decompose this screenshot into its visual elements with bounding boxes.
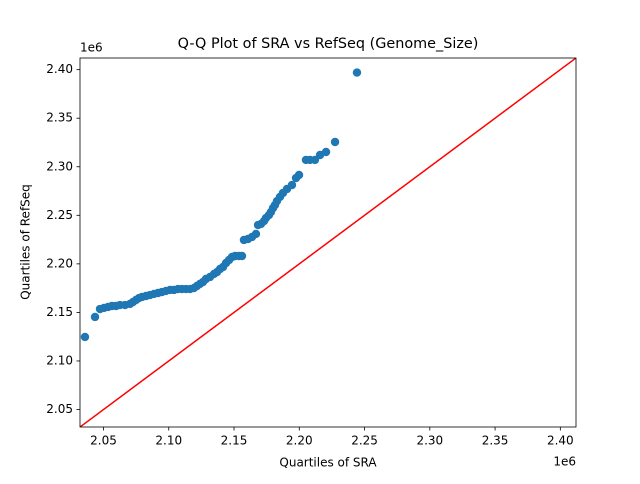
point — [294, 170, 304, 180]
x-tick-label: 2.20 — [286, 434, 313, 448]
point — [80, 332, 90, 342]
y-axis-label: Quartiles of RefSeq — [19, 184, 33, 300]
y-tick-label: 2.25 — [46, 208, 73, 222]
x-tick-label: 2.10 — [155, 434, 182, 448]
point — [321, 147, 331, 157]
point — [237, 251, 247, 261]
plot-frame — [79, 57, 577, 428]
reference-line — [80, 58, 576, 427]
x-offset-label: 1e6 — [553, 455, 576, 469]
x-tick-label: 2.30 — [416, 434, 443, 448]
x-tick-label: 2.35 — [482, 434, 509, 448]
y-tick-label: 2.05 — [46, 402, 73, 416]
x-axis-label: Quartiles of SRA — [279, 456, 377, 470]
point — [330, 137, 340, 147]
y-tick-label: 2.40 — [46, 62, 73, 76]
y-tick-label: 2.35 — [46, 111, 73, 125]
point — [251, 229, 261, 239]
y-tick-label: 2.20 — [46, 256, 73, 270]
x-tick-label: 2.25 — [351, 434, 378, 448]
x-tick-label: 2.15 — [221, 434, 248, 448]
point — [352, 68, 362, 77]
y-offset-label: 1e6 — [80, 41, 103, 55]
y-tick-label: 2.30 — [46, 159, 73, 173]
y-tick-label: 2.15 — [46, 305, 73, 319]
x-tick-label: 2.05 — [90, 434, 117, 448]
x-tick-label: 2.40 — [547, 434, 574, 448]
point — [287, 180, 297, 190]
point — [90, 312, 100, 322]
chart-title: Q-Q Plot of SRA vs RefSeq (Genome_Size) — [178, 36, 479, 52]
y-tick-label: 2.10 — [46, 353, 73, 367]
